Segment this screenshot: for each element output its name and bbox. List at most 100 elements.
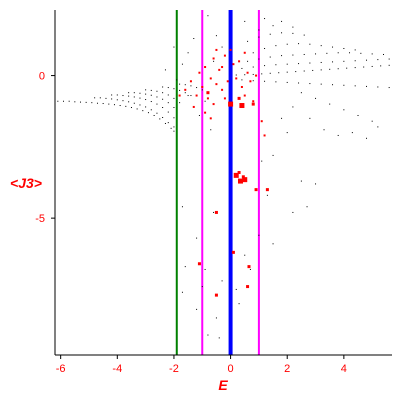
point-0-23: [99, 97, 101, 99]
point-0-52: [145, 93, 147, 95]
point-0-28: [128, 101, 130, 103]
point-0-87: [329, 68, 331, 70]
point-0-41: [133, 96, 135, 98]
point-1-3: [223, 54, 226, 57]
point-0-69: [184, 92, 186, 94]
point-0-110: [258, 58, 260, 60]
point-0-54: [156, 96, 158, 98]
point-0-150: [377, 86, 379, 88]
point-1-20: [192, 105, 195, 108]
point-0-206: [204, 100, 206, 102]
point-0-192: [221, 280, 223, 282]
point-0-132: [247, 40, 249, 42]
point-0-141: [275, 81, 277, 83]
point-0-98: [275, 64, 277, 66]
point-0-13: [130, 107, 132, 109]
point-0-70: [190, 95, 192, 97]
point-0-76: [235, 74, 237, 76]
point-0-51: [139, 92, 141, 94]
point-0-151: [388, 87, 390, 89]
point-0-109: [247, 60, 249, 62]
x-tick-label-1: -4: [112, 363, 122, 375]
point-0-93: [380, 65, 382, 67]
point-3-1: [237, 96, 241, 100]
point-0-19: [164, 122, 166, 124]
point-1-14: [249, 80, 252, 83]
point-0-198: [181, 291, 183, 293]
point-0-165: [300, 92, 302, 94]
point-0-127: [309, 43, 311, 45]
point-1-6: [243, 51, 246, 54]
point-0-193: [204, 268, 206, 270]
point-0-190: [249, 268, 251, 270]
point-0-55: [162, 98, 164, 100]
point-0-149: [366, 85, 368, 87]
point-1-26: [198, 71, 201, 74]
point-0-46: [162, 107, 164, 109]
point-0-91: [363, 66, 365, 68]
point-0-120: [371, 53, 373, 55]
point-0-16: [147, 112, 149, 114]
point-1-18: [212, 103, 215, 106]
point-0-43: [145, 99, 147, 101]
point-0-154: [281, 20, 283, 22]
point-0-44: [150, 101, 152, 103]
point-1-17: [206, 97, 209, 100]
point-0-113: [292, 54, 294, 56]
point-0-142: [286, 81, 288, 83]
point-0-115: [315, 53, 317, 55]
point-0-31: [145, 106, 147, 108]
point-1-24: [263, 134, 266, 137]
point-0-35: [167, 122, 169, 124]
point-0-36: [173, 126, 175, 128]
point-0-80: [269, 72, 271, 74]
point-0-187: [258, 234, 260, 236]
point-0-72: [184, 84, 186, 86]
point-0-169: [357, 114, 359, 116]
point-0-107: [377, 59, 379, 61]
point-0-104: [343, 60, 345, 62]
point-0-47: [167, 111, 169, 113]
point-3-8: [214, 293, 218, 297]
point-1-5: [238, 60, 241, 63]
point-0-119: [360, 52, 362, 54]
point-0-112: [281, 55, 283, 57]
point-1-16: [195, 94, 198, 97]
point-0-84: [303, 70, 305, 72]
point-0-56: [167, 102, 169, 104]
point-0-64: [179, 102, 181, 104]
point-0-30: [139, 104, 141, 106]
point-0-146: [332, 84, 334, 86]
point-3-11: [237, 171, 241, 175]
point-1-11: [226, 80, 229, 83]
point-0-137: [303, 34, 305, 36]
point-1-19: [204, 111, 207, 114]
point-2-4: [228, 101, 234, 107]
point-0-147: [343, 84, 345, 86]
point-0-118: [349, 52, 351, 54]
point-3-3: [254, 188, 258, 192]
point-0-79: [261, 73, 263, 75]
point-0-97: [264, 65, 266, 67]
point-0-197: [184, 266, 186, 268]
point-0-20: [170, 127, 172, 129]
point-0-134: [269, 33, 271, 35]
point-0-95: [241, 67, 243, 69]
point-0-167: [329, 103, 331, 105]
point-0-11: [119, 105, 121, 107]
point-0-15: [142, 110, 144, 112]
point-0-68: [179, 89, 181, 91]
point-0-139: [252, 80, 254, 82]
point-1-28: [184, 88, 187, 91]
point-0-185: [292, 211, 294, 213]
point-0-207: [198, 114, 200, 116]
point-0-58: [145, 89, 147, 91]
point-0-17: [153, 114, 155, 116]
point-0-99: [286, 63, 288, 65]
point-0-212: [221, 46, 223, 48]
axes: [54, 10, 392, 356]
point-0-38: [116, 94, 118, 96]
point-0-153: [272, 25, 274, 27]
point-0-129: [332, 46, 334, 48]
point-1-21: [209, 117, 212, 120]
